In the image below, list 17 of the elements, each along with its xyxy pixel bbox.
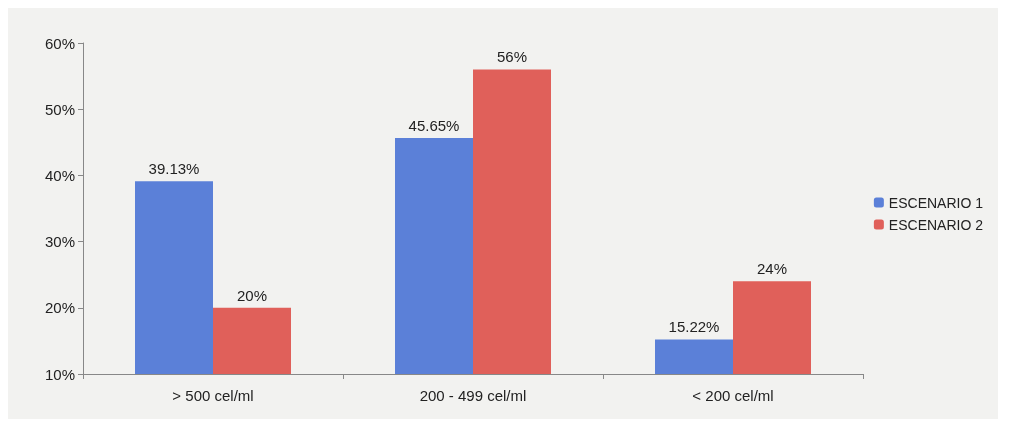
y-tick-label: 50%	[44, 100, 75, 118]
x-tick-label: 200 - 499 cel/ml	[419, 387, 527, 404]
legend-label: ESCENARIO 2	[888, 216, 984, 233]
data-label: 39.13%	[148, 160, 200, 178]
data-label: 56%	[496, 48, 528, 66]
y-tick-label: 30%	[44, 233, 75, 251]
y-tick-label: 60%	[44, 34, 75, 52]
y-tick-label: 20%	[44, 299, 75, 317]
data-label: 15.22%	[668, 318, 720, 336]
y-tick-label: 10%	[44, 365, 75, 383]
x-tick-label: > 500 cel/ml	[172, 387, 254, 404]
y-tick-label: 40%	[44, 166, 75, 184]
legend-label: ESCENARIO 1	[888, 194, 984, 211]
data-label: 20%	[236, 286, 268, 304]
x-tick-label: < 200 cel/ml	[692, 387, 774, 404]
data-label: 24%	[756, 260, 788, 278]
data-label: 45.65%	[408, 117, 460, 134]
